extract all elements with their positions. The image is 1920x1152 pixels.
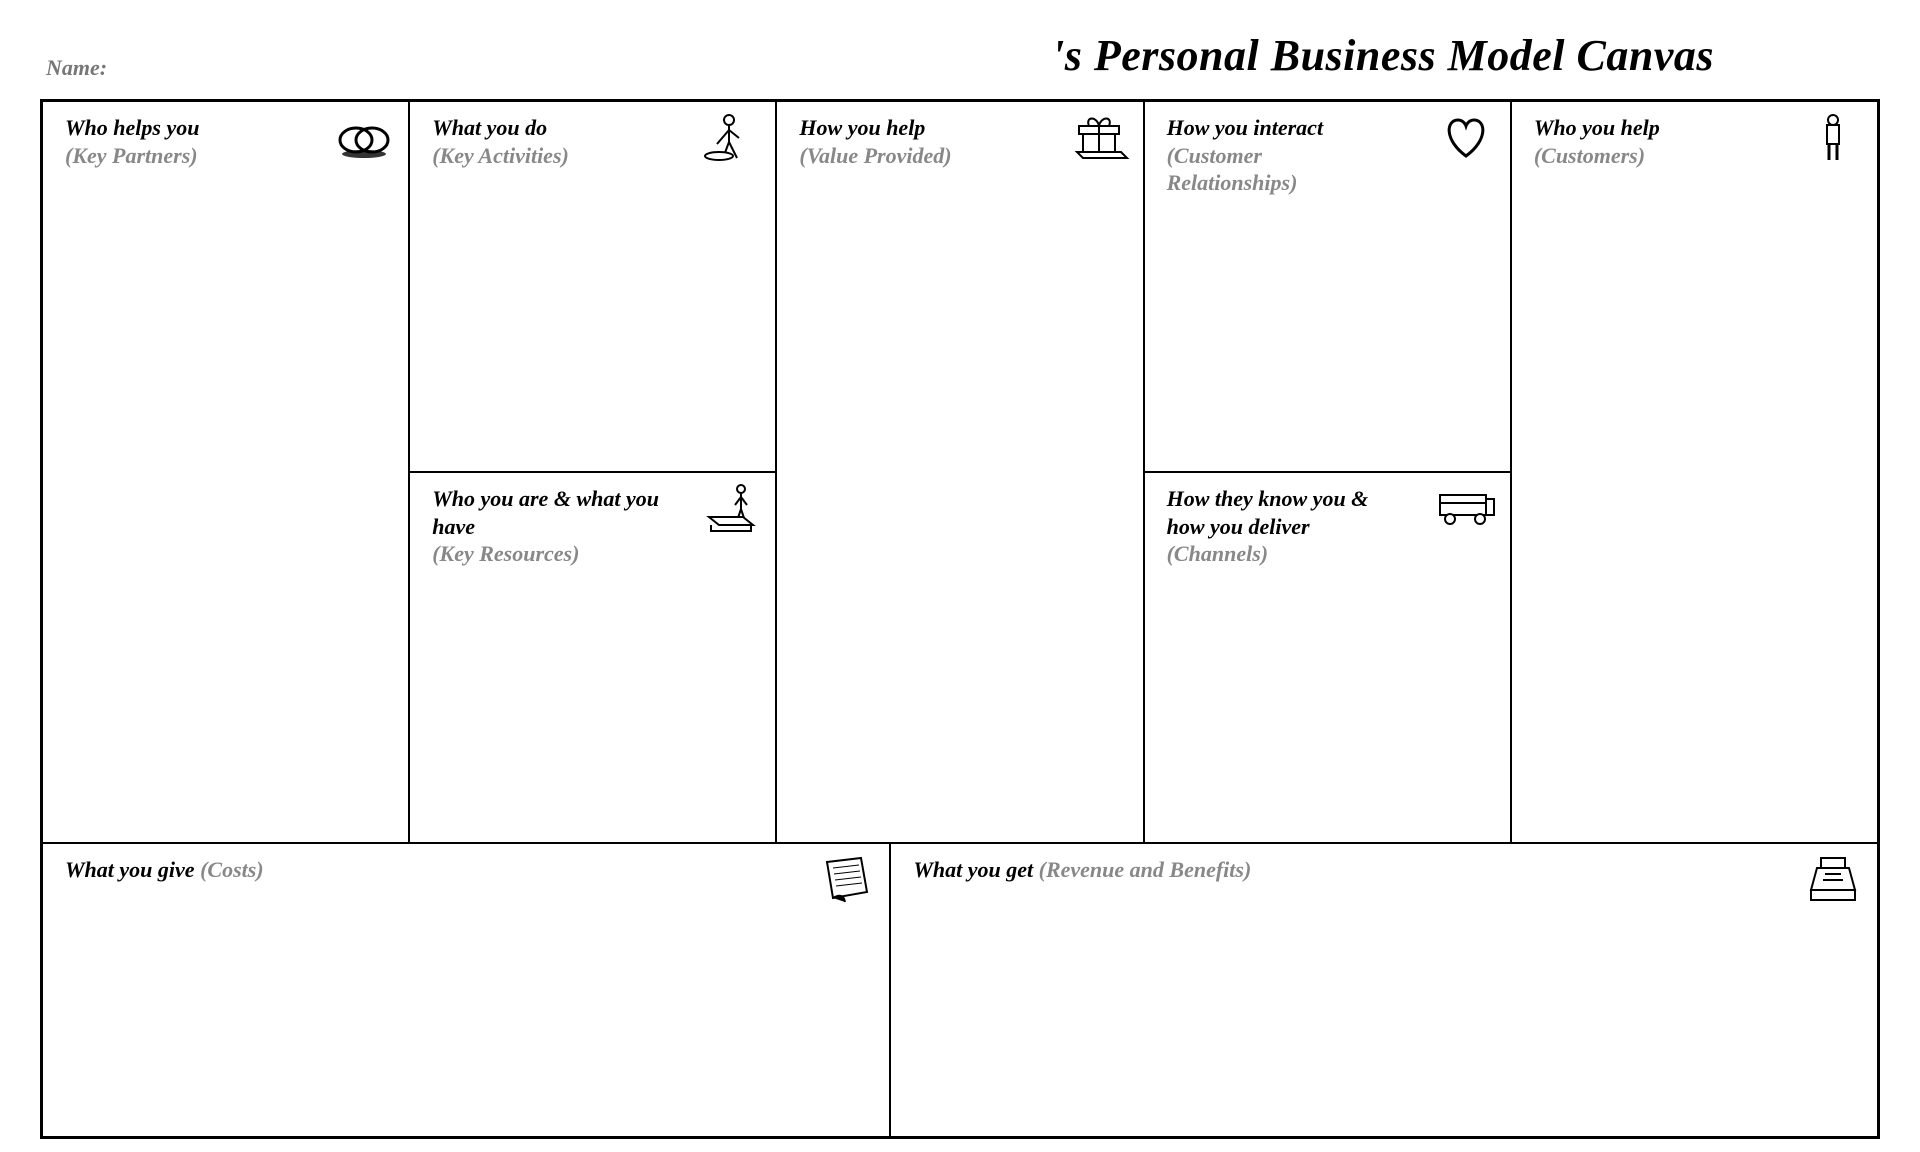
cell-title-text: How they know you & how you deliver xyxy=(1167,486,1369,539)
cell-title: What you get (Revenue and Benefits) xyxy=(913,856,1575,884)
cell-title-text: Who you help xyxy=(1534,115,1660,140)
cell-title: Who you are & what you have (Key Resourc… xyxy=(432,485,660,568)
person-resources-icon xyxy=(699,481,763,535)
cell-subtitle: (Revenue and Benefits) xyxy=(1039,857,1252,882)
rings-icon xyxy=(332,110,396,164)
gift-icon xyxy=(1067,110,1131,164)
cell-title-text: What you give xyxy=(65,857,195,882)
customer-icon xyxy=(1801,110,1865,164)
cell-title: How you interact (Customer Relationships… xyxy=(1167,114,1395,197)
cell-subtitle: (Customers) xyxy=(1534,142,1762,170)
cell-subtitle: (Costs) xyxy=(200,857,264,882)
cell-title-text: Who helps you xyxy=(65,115,199,140)
page: Name: 's Personal Business Model Canvas … xyxy=(0,0,1920,1152)
cell-title: Who you help (Customers) xyxy=(1534,114,1762,169)
cell-title-text: What you do xyxy=(432,115,547,140)
column-activities-resources: What you do (Key Activities) Who you are… xyxy=(408,102,775,842)
heart-icon xyxy=(1434,110,1498,164)
document-title: 's Personal Business Model Canvas xyxy=(1052,30,1714,81)
cell-title: How they know you & how you deliver (Cha… xyxy=(1167,485,1395,568)
column-key-partners: Who helps you (Key Partners) xyxy=(43,102,408,842)
cell-costs: What you give (Costs) xyxy=(43,844,889,1136)
name-label: Name: xyxy=(46,55,107,81)
canvas-bottom-row: What you give (Costs) What you get (Reve… xyxy=(43,844,1877,1136)
cell-title: Who helps you (Key Partners) xyxy=(65,114,293,169)
cell-customers: Who you help (Customers) xyxy=(1512,102,1877,842)
worker-icon xyxy=(699,110,763,164)
column-value: How you help (Value Provided) xyxy=(775,102,1142,842)
header: Name: 's Personal Business Model Canvas xyxy=(40,30,1880,81)
cell-channels: How they know you & how you deliver (Cha… xyxy=(1145,471,1510,842)
cell-title-text: How you help xyxy=(799,115,925,140)
canvas-grid: Who helps you (Key Partners) What yo xyxy=(40,99,1880,1139)
cell-subtitle: (Key Resources) xyxy=(432,540,660,568)
cell-title-text: Who you are & what you have xyxy=(432,486,659,539)
cell-revenue: What you get (Revenue and Benefits) xyxy=(889,844,1877,1136)
cell-subtitle: (Channels) xyxy=(1167,541,1268,566)
cell-subtitle: (Key Partners) xyxy=(65,142,293,170)
cell-customer-relationships: How you interact (Customer Relationships… xyxy=(1145,102,1510,471)
cell-title-text: How you interact xyxy=(1167,115,1323,140)
cell-value-provided: How you help (Value Provided) xyxy=(777,102,1142,842)
column-customers: Who you help (Customers) xyxy=(1510,102,1877,842)
cell-subtitle: (Key Activities) xyxy=(432,142,660,170)
cell-key-resources: Who you are & what you have (Key Resourc… xyxy=(410,471,775,842)
cell-subtitle: (Customer Relationships) xyxy=(1167,142,1395,197)
cell-title: What you do (Key Activities) xyxy=(432,114,660,169)
truck-icon xyxy=(1434,481,1498,535)
cell-subtitle: (Value Provided) xyxy=(799,142,1027,170)
cell-key-partners: Who helps you (Key Partners) xyxy=(43,102,408,842)
column-relationships-channels: How you interact (Customer Relationships… xyxy=(1143,102,1510,842)
cell-key-activities: What you do (Key Activities) xyxy=(410,102,775,471)
cash-register-icon xyxy=(1801,852,1865,906)
canvas-top-row: Who helps you (Key Partners) What yo xyxy=(43,102,1877,844)
cell-title-text: What you get xyxy=(913,857,1033,882)
cell-title: How you help (Value Provided) xyxy=(799,114,1027,169)
cell-title: What you give (Costs) xyxy=(65,856,629,884)
paper-icon xyxy=(813,852,877,906)
